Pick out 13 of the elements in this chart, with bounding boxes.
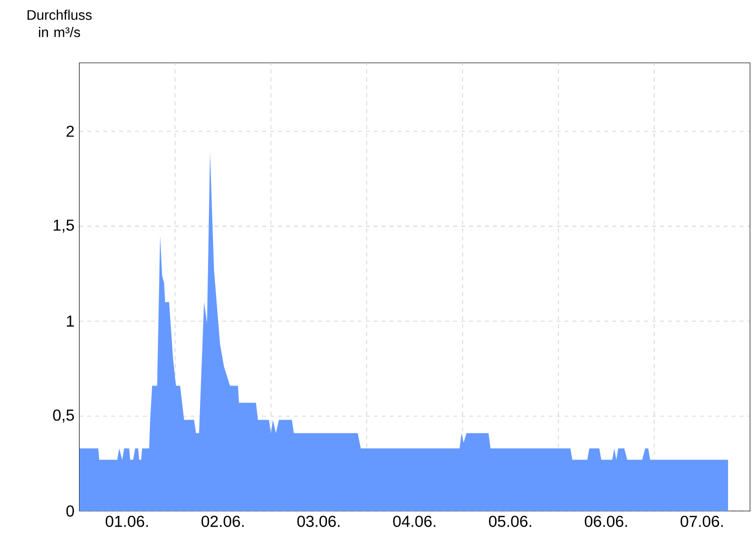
y-tick-label: 0: [66, 505, 74, 517]
x-tick-label: 05.06.: [488, 516, 532, 527]
y-tick-label: 2: [66, 126, 74, 137]
x-tick-label: 03.06.: [297, 516, 340, 527]
y-tick-label: 0,5: [53, 410, 74, 423]
x-tick-label: 06.06.: [584, 516, 627, 527]
x-tick-label: 02.06.: [202, 516, 244, 527]
x-tick-label: 07.06.: [680, 516, 723, 527]
y-tick-label: 1: [66, 316, 74, 327]
x-tick-label: 04.06.: [393, 516, 436, 527]
y-axis-title: Durchfluss in m³/s: [28, 10, 92, 38]
x-tick-label: 01.06.: [106, 516, 148, 527]
y-tick-label: 1,5: [54, 220, 74, 233]
